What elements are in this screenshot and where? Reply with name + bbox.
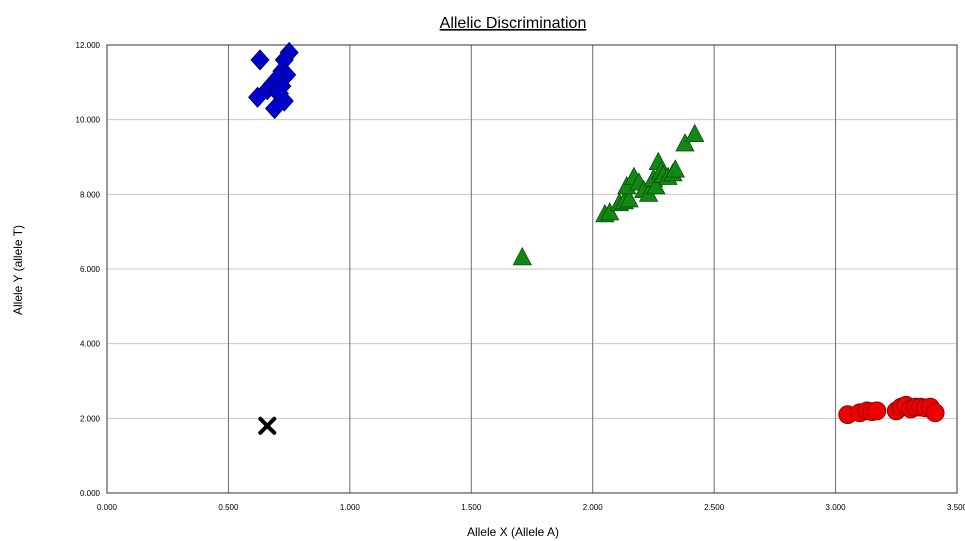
data-point-circle — [925, 403, 945, 423]
data-point-diamond — [265, 97, 285, 120]
data-point-x — [258, 416, 277, 435]
x-tick-label: 0.000 — [97, 503, 118, 512]
data-point-triangle — [600, 202, 620, 221]
x-tick-label: 0.500 — [218, 503, 239, 512]
data-point-diamond — [248, 86, 268, 108]
data-point-triangle — [646, 176, 666, 195]
x-tick-label: 3.500 — [947, 503, 965, 512]
x-tick-label: 1.000 — [340, 503, 361, 512]
data-point-triangle — [512, 246, 532, 266]
plot-area: 0.000 2.000 4.000 6.000 8.000 10.000 12.000 0.0… — [76, 41, 965, 512]
plot-frame — [106, 44, 958, 494]
y-axis-label: Allele Y (allele T) — [11, 225, 25, 315]
x-tick-label: 2.500 — [704, 503, 725, 512]
x-axis-label: Allele X (Allele A) — [467, 525, 559, 539]
y-tick-label: 6.000 — [80, 265, 101, 274]
y-tick-label: 0.000 — [80, 489, 101, 498]
data-point-triangle — [685, 123, 705, 143]
data-point-triangle — [665, 159, 685, 178]
y-tick-label: 10.000 — [76, 116, 101, 125]
data-point-diamond — [250, 49, 270, 71]
y-tick-label: 4.000 — [80, 340, 101, 349]
y-tick-label: 8.000 — [80, 190, 101, 199]
data-point-circle — [867, 401, 887, 421]
data-point-triangle — [675, 133, 695, 152]
x-tick-label: 1.500 — [461, 503, 482, 512]
y-tick-label: 2.000 — [80, 414, 101, 423]
data-point-triangle — [619, 189, 639, 208]
x-tick-label: 2.000 — [583, 503, 604, 512]
x-tick-label: 3.000 — [826, 503, 847, 512]
y-tick-label: 12.000 — [76, 41, 101, 50]
chart-title: Allelic Discrimination — [440, 15, 587, 32]
